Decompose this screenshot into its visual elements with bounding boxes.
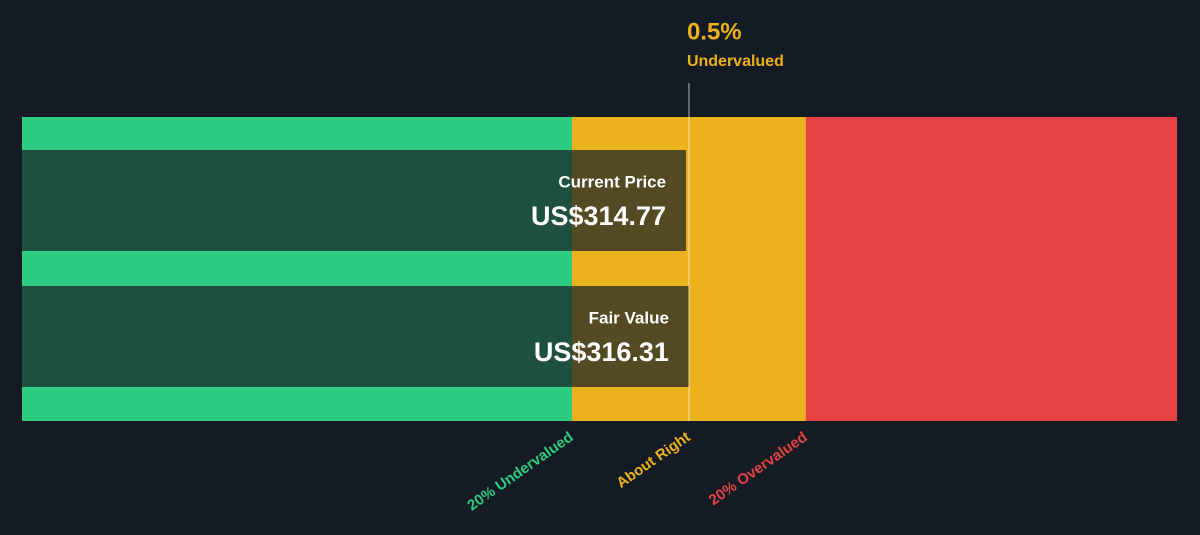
bar-label: Fair Value <box>589 308 669 327</box>
bar-value: US$314.77 <box>531 201 666 231</box>
zone-label: 20% Overvalued <box>706 429 811 509</box>
zone-label: About Right <box>613 429 693 492</box>
value-bar <box>22 286 689 387</box>
annotation-text: Undervalued <box>687 53 784 70</box>
annotation-value: 0.5% <box>687 18 742 45</box>
bar-value: US$316.31 <box>534 337 669 367</box>
value-bar <box>22 150 687 251</box>
zone <box>805 117 1177 421</box>
zone-label: 20% Undervalued <box>464 429 576 515</box>
bar-label: Current Price <box>558 172 666 191</box>
